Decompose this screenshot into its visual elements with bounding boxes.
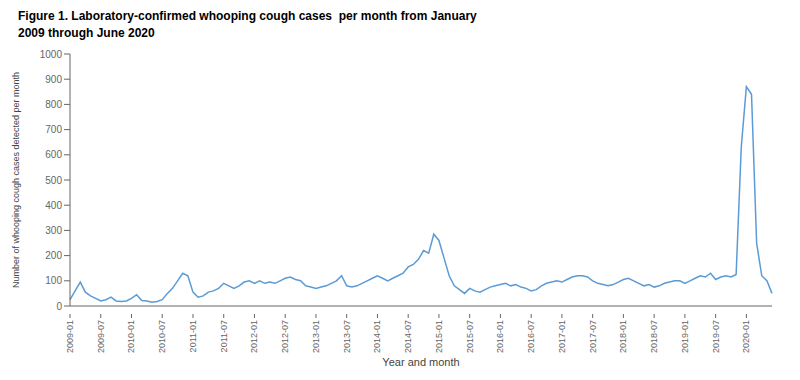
svg-text:2011-01: 2011-01	[188, 320, 198, 352]
svg-text:2015-07: 2015-07	[465, 320, 475, 353]
svg-text:2019-01: 2019-01	[680, 320, 690, 353]
svg-text:2014-07: 2014-07	[403, 320, 413, 353]
html-text:Figure 1. Laboratory-confirmed: Figure 1. Laboratory-confirmed whooping …	[18, 9, 477, 23]
svg-text:900: 900	[45, 74, 62, 85]
svg-text:Year and month: Year and month	[382, 356, 459, 368]
svg-text:200: 200	[45, 250, 62, 261]
svg-text:2010-01: 2010-01	[126, 320, 136, 353]
svg-text:2012-01: 2012-01	[249, 320, 259, 353]
svg-text:2010-07: 2010-07	[157, 320, 167, 353]
html-text:2009 through June 2020: 2009 through June 2020	[18, 26, 155, 40]
svg-text:2014-01: 2014-01	[372, 320, 382, 353]
svg-text:2009-01: 2009-01	[65, 320, 75, 353]
svg-text:2016-07: 2016-07	[526, 320, 536, 353]
svg-text:2017-01: 2017-01	[557, 320, 567, 353]
svg-text:2019-07: 2019-07	[711, 320, 721, 353]
svg-text:2018-07: 2018-07	[649, 320, 659, 353]
svg-text:600: 600	[45, 149, 62, 160]
svg-text:300: 300	[45, 225, 62, 236]
svg-text:2011-07: 2011-07	[219, 320, 229, 352]
svg-text:500: 500	[45, 175, 62, 186]
svg-text:2012-07: 2012-07	[280, 320, 290, 353]
svg-text:400: 400	[45, 200, 62, 211]
svg-text:Number of whooping cough cases: Number of whooping cough cases detected …	[11, 72, 21, 288]
svg-text:2015-01: 2015-01	[434, 320, 444, 353]
svg-text:2016-01: 2016-01	[495, 320, 505, 353]
svg-text:2013-07: 2013-07	[342, 320, 352, 353]
svg-text:700: 700	[45, 124, 62, 135]
svg-text:2020-01: 2020-01	[741, 320, 751, 353]
svg-text:2018-01: 2018-01	[618, 320, 628, 353]
svg-text:2017-07: 2017-07	[588, 320, 598, 353]
svg-text:2013-01: 2013-01	[311, 320, 321, 353]
svg-text:100: 100	[45, 275, 62, 286]
svg-text:800: 800	[45, 99, 62, 110]
svg-text:2009-07: 2009-07	[96, 320, 106, 353]
svg-text:1000: 1000	[40, 49, 63, 60]
svg-text:0: 0	[56, 301, 62, 312]
